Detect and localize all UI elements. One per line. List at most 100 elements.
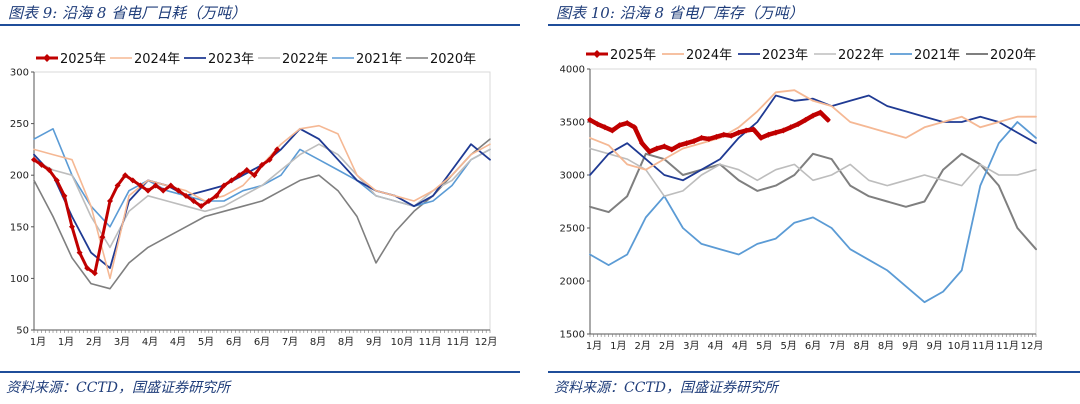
data-point	[31, 156, 37, 163]
data-point	[183, 192, 189, 199]
x-tick-label: 8月	[878, 340, 894, 352]
data-point	[76, 249, 83, 256]
data-point	[780, 127, 787, 134]
data-point	[122, 172, 129, 179]
series-line-2022年	[589, 147, 1037, 197]
y-tick-label: 4000	[560, 65, 585, 76]
y-tick-label: 50	[16, 326, 29, 337]
legend-label: 2024年	[686, 48, 732, 63]
data-point	[198, 203, 205, 210]
data-point	[251, 172, 258, 179]
data-point	[817, 109, 824, 116]
legend-label: 2025年	[60, 52, 106, 67]
series-line-2021年	[33, 128, 491, 228]
x-tick-label: 7月	[829, 340, 845, 352]
data-point	[46, 167, 53, 174]
data-point	[594, 121, 601, 128]
data-point	[810, 112, 816, 119]
x-tick-label: 5月	[198, 336, 214, 348]
data-point	[228, 177, 235, 184]
data-point	[646, 148, 653, 155]
data-point	[145, 187, 151, 194]
x-tick-label: 12月	[475, 336, 498, 348]
series-line-2024年	[589, 89, 1037, 171]
daily-consumption-chart: 50 100 150 200 250 300 1月 1月 2月 3月 4月 4月 5月 6月 6月 7月 8月 8…	[10, 52, 498, 348]
data-point	[624, 120, 631, 127]
source-divider	[0, 371, 520, 373]
y-tick-label: 300	[10, 68, 29, 79]
x-tick-label: 8月	[853, 340, 869, 352]
x-tick-label: 8月	[310, 336, 326, 348]
x-tick-label: 2月	[659, 340, 675, 352]
y-tick-label: 2500	[560, 224, 585, 235]
x-tick-label: 5月	[756, 340, 772, 352]
series-line-2023年	[589, 94, 1037, 182]
data-point	[683, 140, 690, 147]
title-divider	[548, 24, 1080, 26]
data-point	[743, 127, 750, 134]
source-note: 资料来源：CCTD，国盛证券研究所	[6, 380, 230, 396]
legend-label: 2020年	[430, 52, 476, 67]
x-tick-label: 4月	[707, 340, 723, 352]
x-tick-label: 1月	[610, 340, 626, 352]
data-point	[137, 182, 144, 189]
chart-panel-coal-inventory: 图表 10: 沿海 8 省电厂库存（万吨） 1500 2000 2500 3000 35…	[548, 0, 1080, 404]
data-point	[91, 270, 98, 277]
y-tick-label: 1500	[560, 330, 585, 341]
x-tick-label: 9月	[366, 336, 382, 348]
x-tick-label: 12月	[1021, 340, 1044, 352]
x-tick-label: 10月	[391, 336, 414, 348]
figure-title: 图表 10: 沿海 8 省电厂库存（万吨）	[556, 4, 804, 22]
data-point	[616, 122, 623, 129]
y-tick-label: 250	[10, 119, 29, 130]
chart-panel-coal-consumption: 图表 9: 沿海 8 省电厂日耗（万吨） 50 100 150 200 250 300 1月…	[0, 0, 520, 404]
data-point	[691, 138, 698, 145]
data-point	[631, 124, 638, 131]
data-point	[661, 143, 668, 150]
x-tick-label: 10月	[948, 340, 971, 352]
data-point	[609, 127, 616, 134]
data-point	[69, 223, 75, 230]
x-tick-label: 5月	[780, 340, 796, 352]
data-point	[259, 161, 265, 168]
data-point	[175, 187, 182, 194]
data-point	[728, 132, 735, 139]
x-tick-label: 1月	[30, 336, 46, 348]
data-point	[53, 177, 60, 184]
source-divider	[548, 371, 1080, 373]
data-point	[824, 116, 831, 123]
legend-label: 2022年	[838, 48, 884, 63]
x-tick-label: 9月	[926, 340, 942, 352]
data-point	[160, 187, 167, 194]
x-tick-label: 8月	[338, 336, 354, 348]
data-point	[757, 134, 764, 141]
x-tick-label: 6月	[254, 336, 270, 348]
y-tick-label: 3500	[560, 118, 585, 129]
data-point	[750, 126, 757, 133]
plot-area	[589, 68, 1037, 335]
x-tick-label: 9月	[902, 340, 918, 352]
source-note: 资料来源：CCTD，国盛证券研究所	[554, 380, 778, 396]
legend-label: 2021年	[356, 52, 402, 67]
series-line-2020年	[33, 138, 491, 290]
data-point	[61, 192, 68, 199]
figure-title: 图表 9: 沿海 8 省电厂日耗（万吨）	[8, 4, 247, 22]
x-tick-label: 4月	[170, 336, 186, 348]
data-point	[587, 116, 593, 123]
data-point	[765, 131, 772, 138]
legend-label: 2023年	[762, 48, 808, 63]
title-divider	[0, 24, 520, 26]
legend-marker	[43, 54, 51, 62]
legend-marker	[593, 50, 601, 58]
x-tick-label: 11月	[447, 336, 470, 348]
data-point	[205, 198, 212, 204]
x-tick-label: 3月	[114, 336, 130, 348]
data-point	[84, 265, 91, 272]
data-point	[795, 121, 802, 128]
data-point	[236, 172, 243, 179]
x-tick-label: 6月	[805, 340, 821, 352]
legend-label: 2021年	[914, 48, 960, 63]
data-point	[129, 177, 136, 184]
legend-label: 2025年	[610, 48, 656, 63]
x-tick-label: 4月	[732, 340, 748, 352]
